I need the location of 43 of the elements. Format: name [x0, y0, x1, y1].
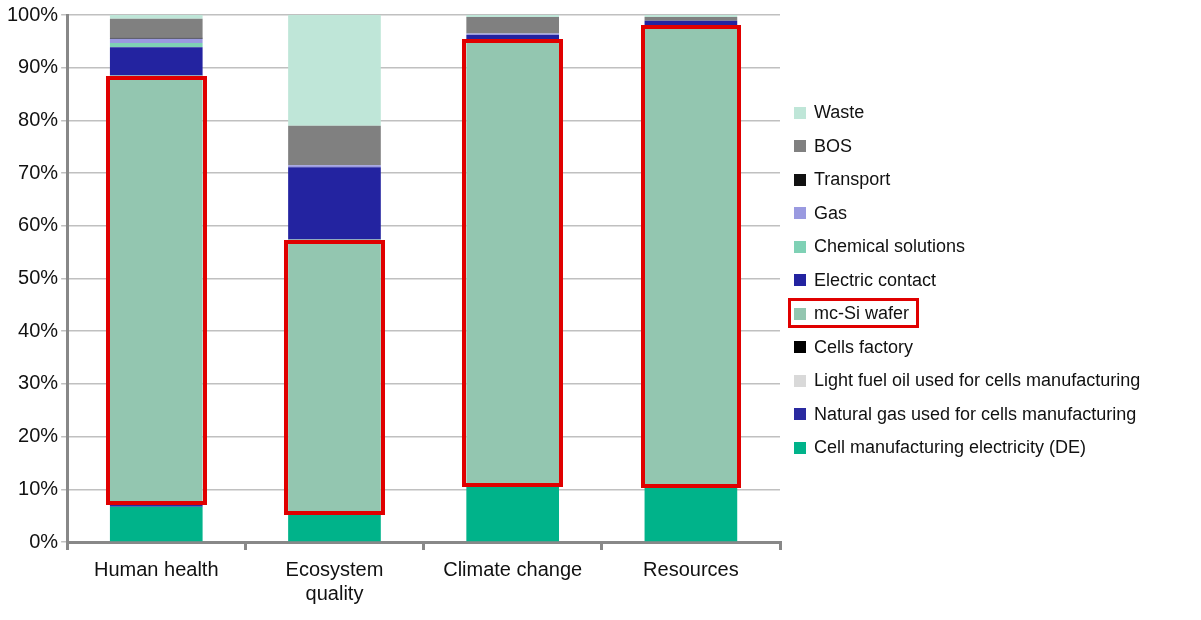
bar — [109, 506, 203, 542]
legend-label: BOS — [814, 135, 853, 157]
y-tick-label: 90% — [18, 55, 59, 78]
bar — [466, 15, 560, 18]
bar — [109, 18, 203, 38]
y-tick-label: 50% — [18, 266, 59, 289]
bar — [288, 167, 381, 240]
bar — [288, 15, 381, 126]
bar — [109, 15, 203, 19]
y-tick-label: 0% — [29, 529, 59, 552]
legend-label: Light fuel oil used for cells manufacturing — [814, 370, 1141, 391]
legend-label: Cells factory — [814, 336, 914, 358]
y-tick-label: 30% — [18, 371, 59, 394]
legend-label: Gas — [814, 202, 848, 224]
legend-label: Electric contact — [814, 269, 937, 291]
bar — [109, 38, 203, 43]
x-tick-label: Ecosystem quality — [285, 557, 384, 604]
x-tick-label: Resources — [643, 557, 739, 580]
x-tick-label: Climate change — [443, 557, 583, 580]
bar — [644, 20, 738, 26]
legend-label: Cell manufacturing electricity (DE) — [814, 437, 1087, 458]
bar — [288, 125, 381, 166]
x-tick-label: Human health — [93, 557, 219, 580]
y-tick-label: 100% — [7, 2, 59, 25]
y-tick-label: 20% — [18, 424, 59, 447]
bar — [466, 35, 560, 40]
y-tick-label: 80% — [18, 107, 59, 130]
y-tick-label: 60% — [18, 213, 59, 236]
legend-label: Chemical solutions — [814, 236, 966, 257]
y-tick-label: 40% — [18, 318, 59, 341]
bar — [466, 486, 560, 542]
bar — [466, 17, 560, 34]
bar — [109, 42, 203, 48]
y-tick-label: 70% — [18, 160, 59, 183]
legend-label: Waste — [814, 102, 865, 123]
bar — [644, 487, 738, 542]
y-tick-label: 10% — [18, 476, 59, 499]
legend-label: Natural gas used for cells manufacturing — [814, 403, 1137, 425]
legend-label: Transport — [814, 169, 891, 190]
bar — [288, 514, 381, 542]
legend-label: mc-Si wafer — [814, 303, 910, 324]
bar — [109, 47, 203, 76]
bar — [288, 165, 381, 168]
